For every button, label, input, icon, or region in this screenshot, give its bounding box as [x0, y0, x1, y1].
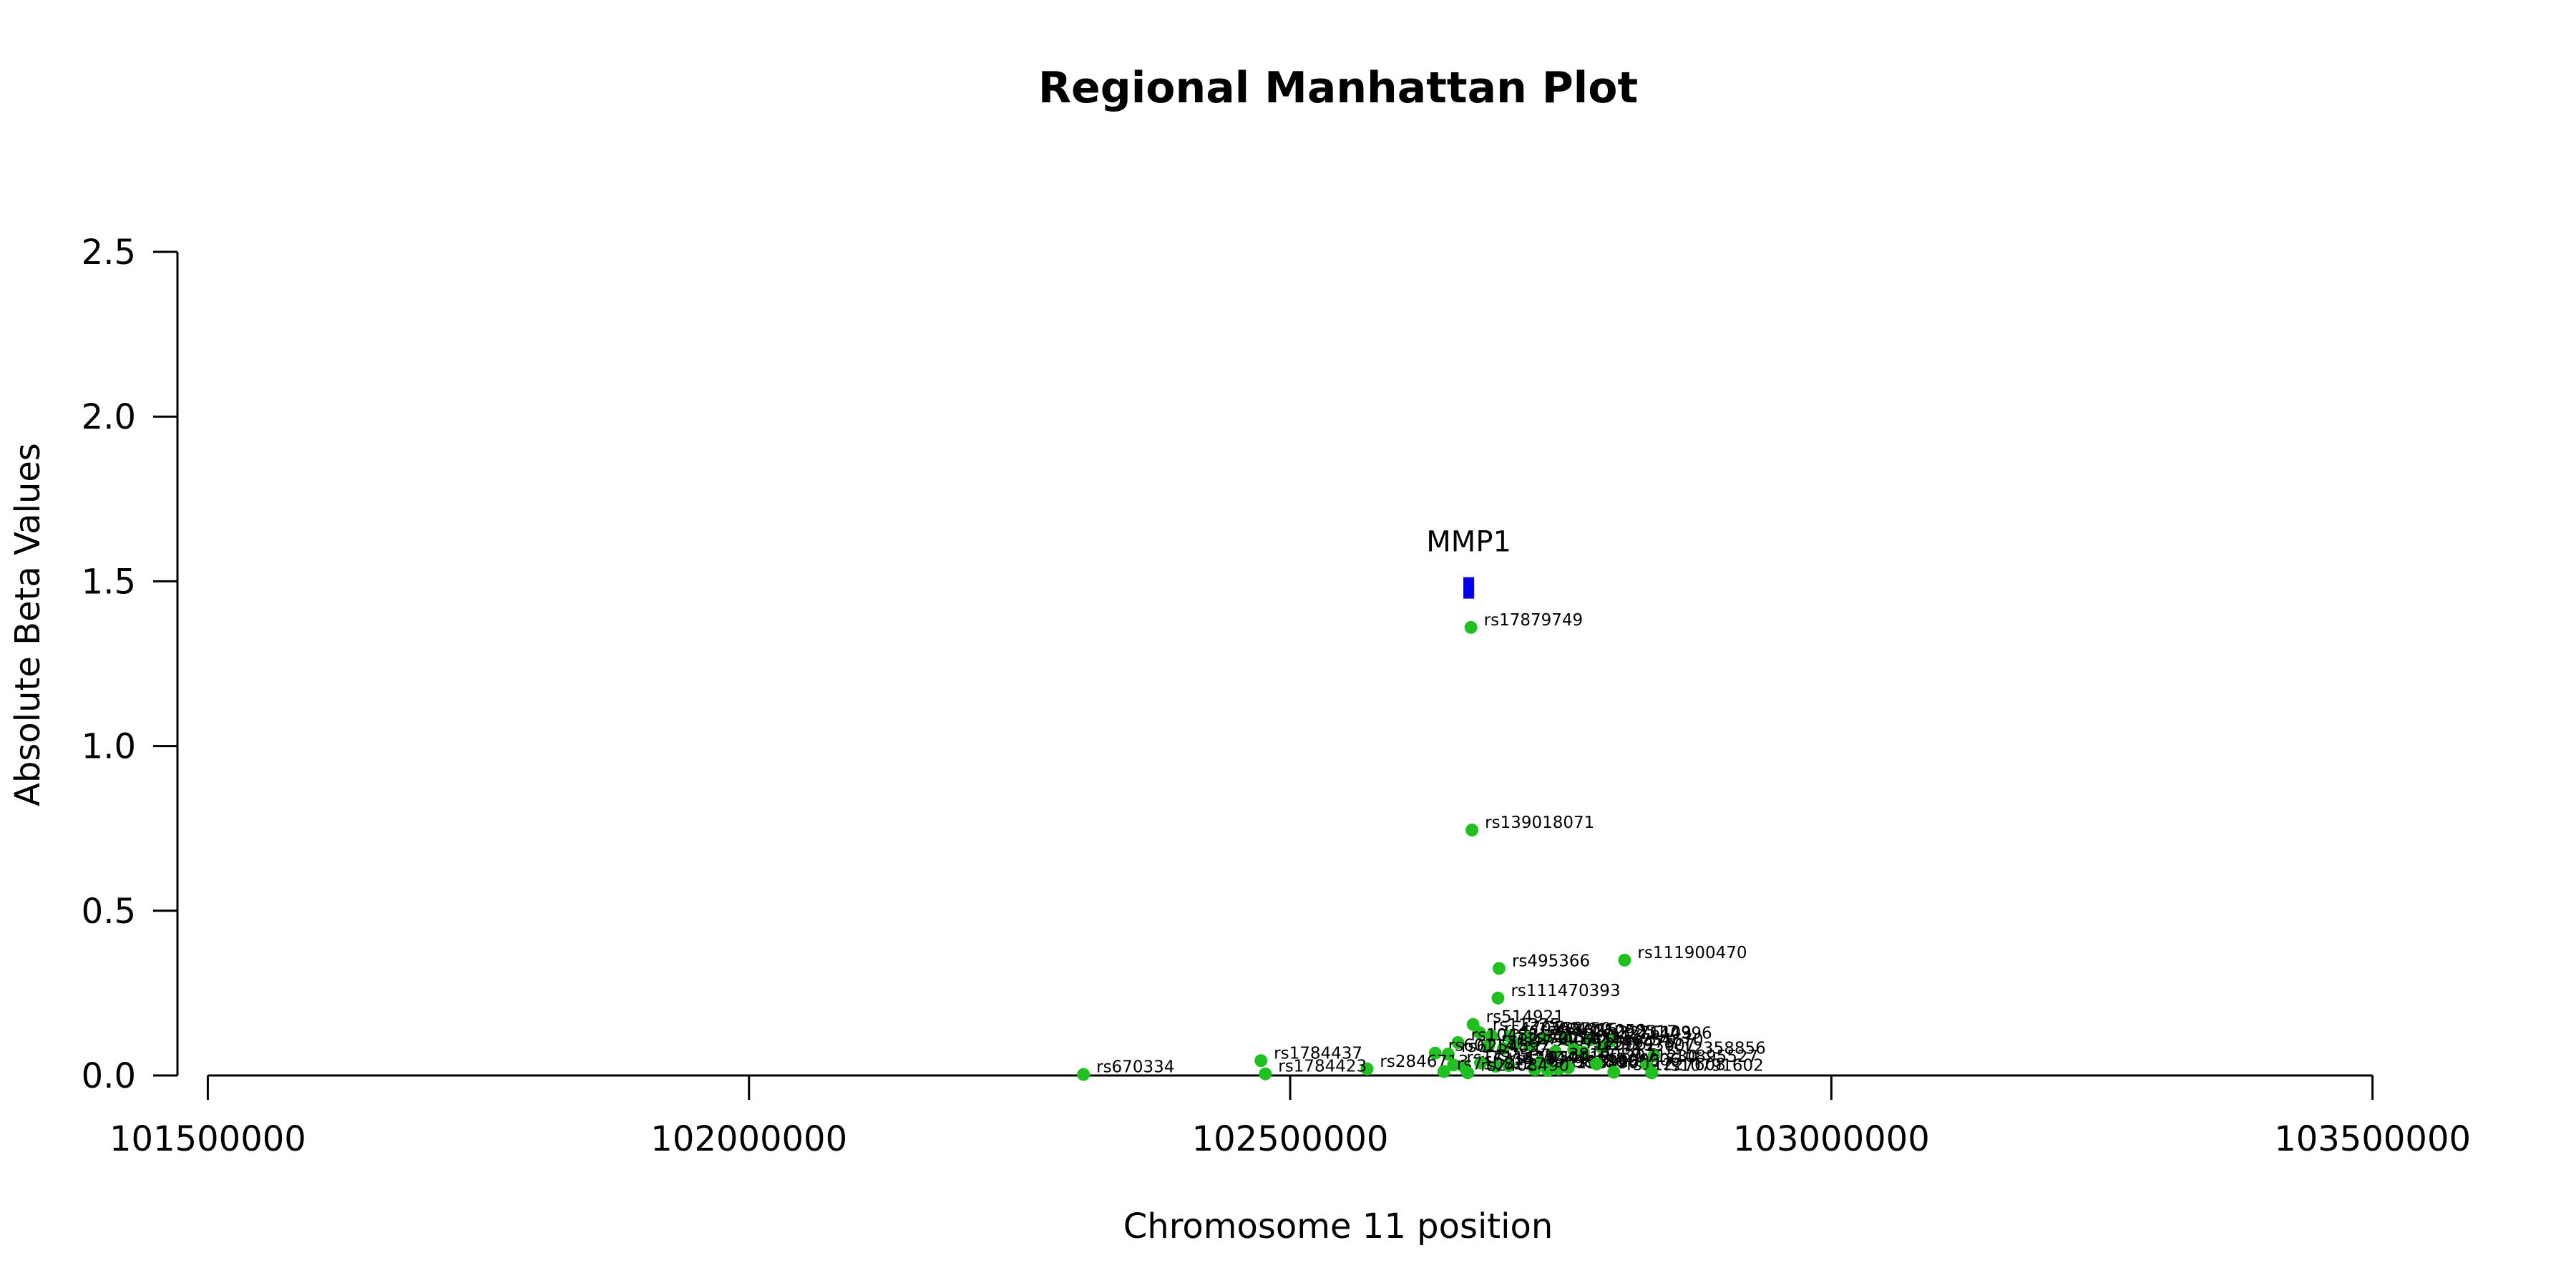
snp-label: rs10488 — [1470, 1026, 1538, 1045]
y-axis-label: Absolute Beta Values — [8, 443, 48, 806]
snp-point — [1441, 1048, 1455, 1061]
snp-label: rs12279710 — [1501, 1030, 1601, 1048]
snp-point — [1497, 1042, 1511, 1055]
snp-label: rs2071230 — [1609, 1048, 1698, 1066]
y-tick-label: 0.0 — [82, 1056, 136, 1096]
snp-point — [1590, 1057, 1604, 1070]
snp-label: rs17879749 — [1484, 611, 1584, 630]
x-tick-label: 102000000 — [650, 1119, 847, 1159]
snp-point — [1548, 1045, 1562, 1058]
chart-title: Regional Manhattan Plot — [1038, 63, 1638, 113]
snp-label: rs4754670 — [1615, 1031, 1704, 1050]
snp-point — [1485, 1029, 1498, 1043]
snp-point — [1428, 1046, 1442, 1060]
snp-point — [1077, 1068, 1091, 1081]
snp-label: rs2071232 — [1542, 1029, 1631, 1048]
snp-point — [1254, 1054, 1268, 1068]
x-axis-label: Chromosome 11 position — [1123, 1206, 1553, 1246]
snp-label: rs3025058 — [1557, 1022, 1646, 1040]
snp-point — [1541, 1064, 1555, 1078]
snp-point — [1618, 953, 1631, 967]
snp-label: rs111900470 — [1637, 944, 1747, 962]
x-axis: 101500000 102000000 102500000 103000000 1035… — [109, 1074, 2471, 1159]
snp-label: rs2276109 — [1603, 1023, 1692, 1042]
y-axis: 0.0 0.5 1.0 1.5 2.0 2.5 — [82, 233, 179, 1096]
snp-point — [1481, 1040, 1495, 1053]
snp-point — [1567, 1043, 1581, 1057]
snp-label: rs1144396 — [1624, 1025, 1712, 1043]
y-tick-label: 1.5 — [82, 562, 136, 602]
y-tick-label: 2.5 — [82, 233, 136, 273]
snp-label: rs1784437 — [1274, 1044, 1362, 1063]
y-tick-label: 0.5 — [82, 892, 136, 932]
snp-point — [1360, 1062, 1374, 1075]
snp-label: rs17293607 — [1596, 1036, 1696, 1055]
snp-label: rs12358856 — [1667, 1039, 1766, 1058]
snp-point — [1502, 1059, 1516, 1073]
snp-label: rs1784423 — [1278, 1058, 1367, 1076]
gene-annotations: MMP1 — [1426, 526, 1511, 599]
snp-label: rs11227608 — [1626, 1055, 1726, 1074]
snp-point — [1647, 1049, 1661, 1063]
snp-point — [1461, 1066, 1475, 1080]
snp-point — [1447, 1058, 1460, 1072]
x-tick-label: 103000000 — [1733, 1119, 1930, 1159]
snp-point — [1508, 1038, 1522, 1051]
snp-label: rs1940475 — [1586, 1033, 1675, 1052]
snp-point — [1538, 1031, 1551, 1045]
y-tick-label: 1.0 — [82, 727, 136, 767]
snp-label: rs495366 — [1512, 952, 1590, 970]
snp-label: rs6254897 — [1461, 1038, 1550, 1056]
gene-label: MMP1 — [1426, 526, 1511, 559]
snp-label: rs484915 — [1540, 1021, 1618, 1040]
snp-point — [1523, 1038, 1536, 1052]
snp-label: rs10895527 — [1659, 1048, 1759, 1066]
snp-label: rs670334 — [1096, 1058, 1174, 1077]
x-tick-label: 103500000 — [2274, 1119, 2471, 1159]
y-tick-label: 2.0 — [82, 397, 136, 437]
gene-bar — [1463, 577, 1475, 599]
snp-point — [1259, 1067, 1272, 1080]
snp-label: rs514921 — [1486, 1008, 1564, 1027]
snp-label: rs60114 — [1448, 1037, 1516, 1055]
snp-label: rs10791602 — [1664, 1056, 1764, 1075]
snp-label: rs111470393 — [1511, 982, 1620, 1000]
snp-point — [1473, 1026, 1486, 1040]
snp-point — [1584, 1033, 1597, 1047]
snp-point — [1595, 1040, 1609, 1054]
snp-point — [1451, 1035, 1465, 1049]
snp-point — [1558, 1033, 1572, 1046]
snp-point — [1552, 1062, 1566, 1075]
x-tick-label: 102500000 — [1192, 1119, 1389, 1159]
snp-label: rs139018071 — [1485, 814, 1594, 832]
data-points: rs17879749 rs139018071 rs111900470 rs495366… — [1077, 611, 1766, 1081]
snp-point — [1607, 1065, 1621, 1079]
snp-point — [1474, 1056, 1488, 1070]
snp-point — [1465, 824, 1479, 837]
x-tick-label: 101500000 — [109, 1119, 306, 1159]
snp-label: rs2408490 — [1480, 1056, 1569, 1075]
snp-point — [1437, 1065, 1450, 1078]
snp-point — [1561, 1060, 1575, 1074]
snp-point — [1576, 1045, 1590, 1059]
snp-point — [1528, 1063, 1541, 1076]
snp-point — [1645, 1066, 1659, 1080]
snp-point — [1464, 620, 1478, 634]
snp-point — [1492, 962, 1506, 975]
snp-point — [1489, 1060, 1503, 1073]
snp-point — [1491, 991, 1505, 1005]
snp-label: rs1938901 — [1561, 1054, 1649, 1073]
